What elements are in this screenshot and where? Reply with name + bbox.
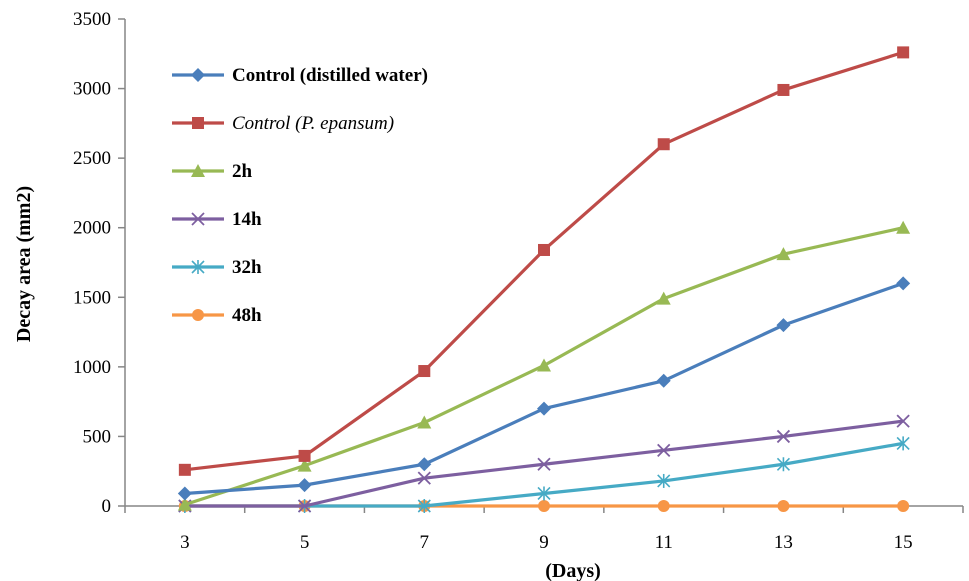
data-point: [297, 478, 312, 493]
x-tick-label: 13: [774, 532, 793, 553]
legend-entry: 14h: [172, 209, 262, 230]
legend-entry: Control (distilled water): [172, 65, 428, 86]
data-point: [657, 500, 670, 512]
legend-entry: 32h: [172, 257, 262, 278]
x-tick-label: 5: [300, 532, 310, 553]
legend-label: Control (P. epansum): [232, 113, 394, 134]
data-point: [896, 276, 911, 291]
series-14h: [178, 414, 910, 513]
data-point: [298, 449, 311, 462]
data-point: [776, 457, 790, 472]
y-tick-label: 3500: [73, 9, 111, 30]
series-control-p-epansum: [178, 46, 910, 476]
data-point: [178, 463, 191, 476]
data-point: [537, 401, 551, 416]
data-point: [776, 247, 791, 261]
data-point: [537, 486, 551, 501]
x-axis-title: (Days): [545, 560, 601, 581]
x-tick-label: 9: [539, 532, 549, 553]
y-tick-label: 1000: [73, 357, 111, 378]
legend-marker: [191, 260, 205, 274]
legend-label: 14h: [232, 209, 262, 230]
chart-series: [177, 46, 911, 513]
legend-marker: [191, 68, 205, 82]
y-axis-title: Decay area (mm2): [13, 186, 35, 342]
x-tick-label: 15: [894, 532, 913, 553]
data-point: [657, 443, 671, 457]
chart-axes: 0 500 1000 1500 2000 2500 3000 3500 3 5 7 9 11 13 15: [73, 9, 964, 553]
data-point: [657, 138, 670, 151]
chart-legend: Control (distilled water) Control (P. epa…: [172, 65, 428, 326]
data-point: [417, 499, 431, 513]
x-tick-label: 7: [420, 532, 430, 553]
y-tick-label: 2500: [73, 148, 111, 169]
data-point: [776, 429, 791, 444]
legend-entry: Control (P. epansum): [172, 113, 394, 134]
x-tick-label: 11: [655, 532, 673, 553]
data-point: [896, 220, 911, 234]
data-point: [897, 500, 910, 512]
data-point: [896, 436, 910, 451]
legend-label: 32h: [232, 257, 262, 278]
series-control-distilled-water: [177, 276, 911, 501]
legend-label: 48h: [232, 305, 262, 326]
data-point: [177, 486, 192, 501]
data-point: [297, 458, 312, 472]
data-point: [417, 457, 432, 472]
data-point: [776, 318, 791, 333]
data-point: [297, 499, 312, 513]
y-tick-label: 1500: [73, 287, 111, 308]
data-point: [656, 291, 671, 305]
legend-label: Control (distilled water): [232, 65, 428, 86]
data-point: [418, 365, 431, 378]
data-point: [777, 83, 790, 96]
legend-marker: [191, 164, 205, 177]
data-point: [657, 473, 671, 488]
legend-entry: 2h: [172, 161, 253, 182]
data-point: [537, 457, 551, 471]
data-point: [537, 358, 551, 372]
legend-marker: [191, 212, 205, 226]
legend-marker: [192, 117, 204, 129]
legend-label: 2h: [232, 161, 253, 182]
legend-marker: [192, 309, 204, 321]
legend-entry: 48h: [172, 305, 262, 326]
y-tick-label: 3000: [73, 79, 111, 100]
y-tick-label: 0: [102, 496, 112, 517]
data-point: [417, 415, 432, 429]
x-tick-label: 3: [180, 532, 190, 553]
data-point: [777, 500, 790, 512]
y-tick-label: 500: [83, 426, 112, 447]
data-point: [538, 243, 550, 256]
data-point: [897, 46, 910, 59]
data-point: [538, 500, 550, 512]
series-2h: [177, 220, 911, 511]
y-tick-label: 2000: [73, 218, 111, 239]
data-point: [177, 497, 192, 511]
data-point: [896, 414, 910, 428]
data-point: [656, 373, 671, 388]
data-point: [417, 471, 431, 485]
